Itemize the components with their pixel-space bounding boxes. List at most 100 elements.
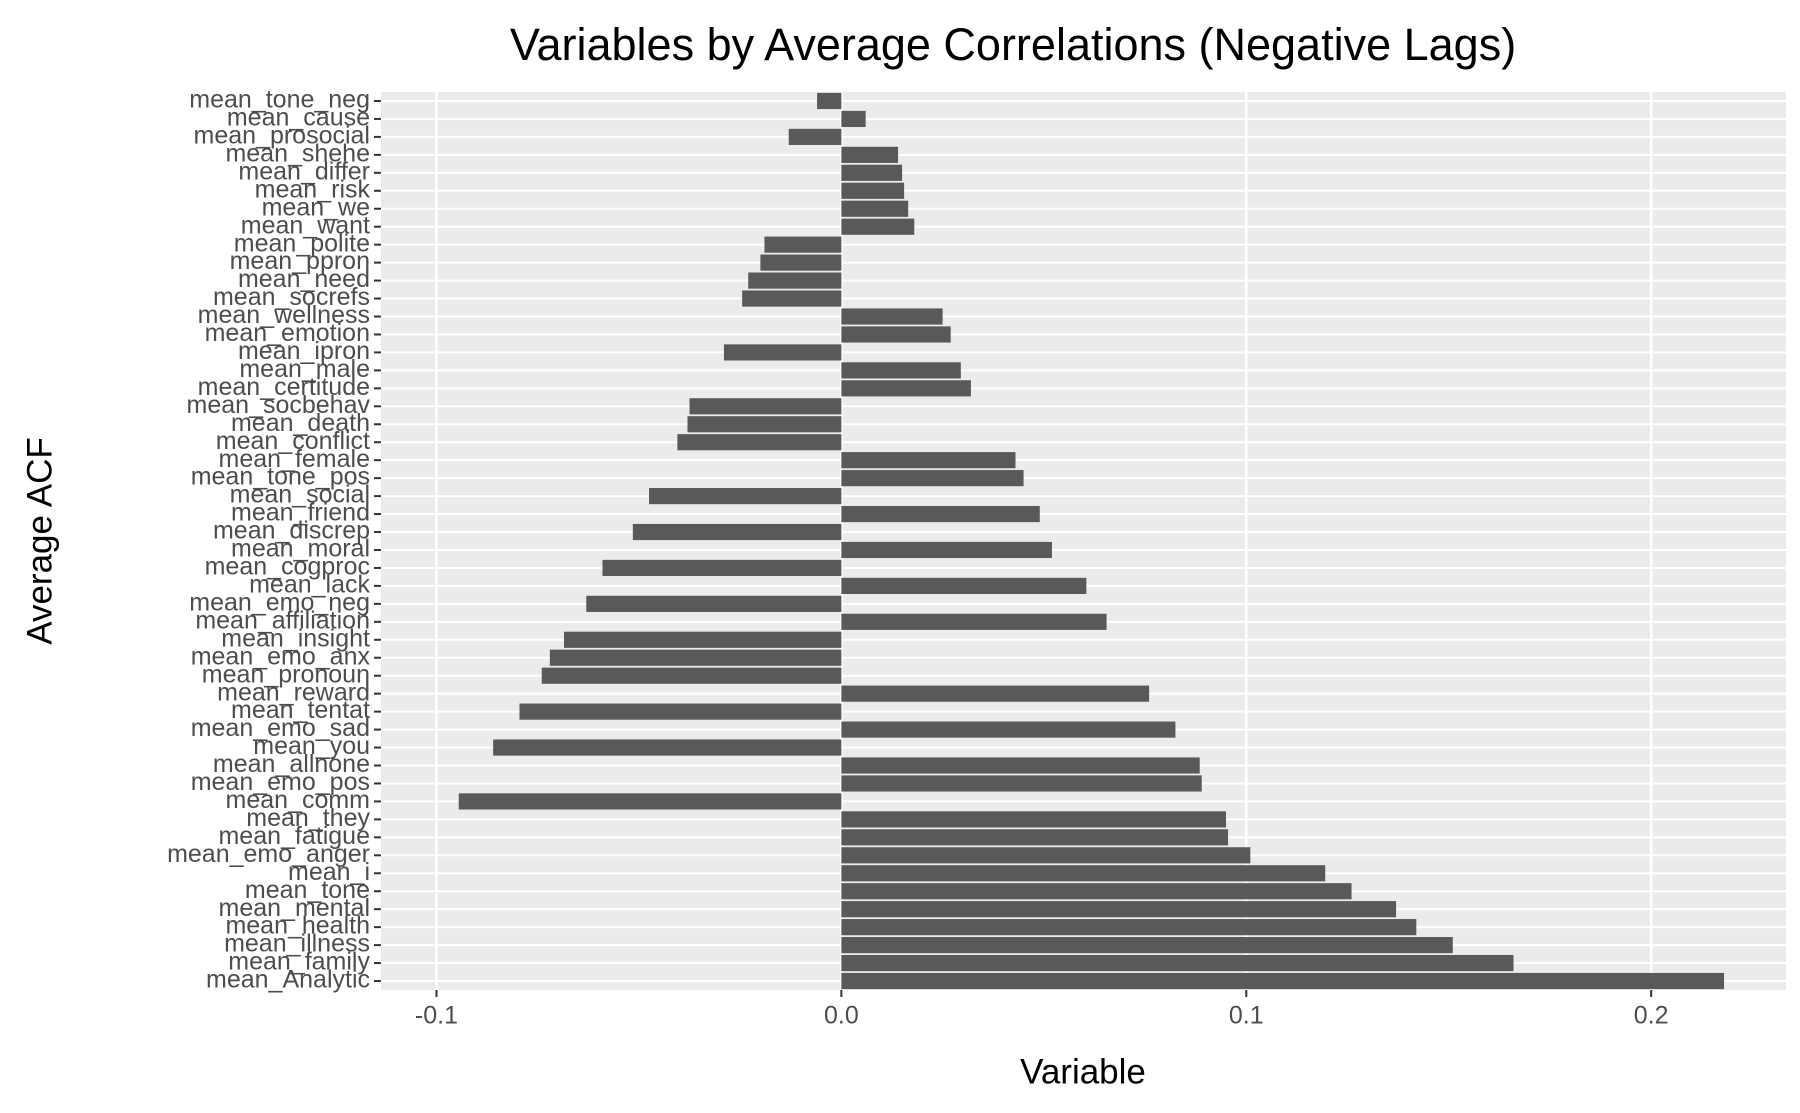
y-tick-label: mean_mental [219,894,370,922]
y-tick-label: mean_want [241,211,370,239]
chart-title: Variables by Average Correlations (Negat… [510,19,1516,70]
bar [841,380,971,397]
y-tick-label: mean_ppron [230,247,370,275]
y-tick-label: mean_affiliation [195,606,370,634]
bar [519,703,842,720]
y-tick-label: mean_friend [231,499,370,527]
y-axis-title: Average ACF [20,437,59,645]
y-tick-label: mean_lack [249,571,370,599]
y-tick-label: mean_Analytic [206,966,370,994]
bar [602,559,842,577]
y-tick-label: mean_emo_anx [191,642,371,670]
y-tick-label: mean_risk [255,175,371,203]
bar [841,613,1107,630]
bar [841,362,961,379]
bar [841,919,1417,936]
bar [841,470,1024,487]
bar [788,128,842,145]
y-tick-label: mean_comm [226,786,371,814]
y-tick-label: mean_prosocial [194,122,371,150]
bar [817,92,842,110]
y-tick-label: mean_emo_pos [191,768,370,796]
y-tick-label: mean_illness [224,930,370,958]
y-tick-label: mean_ipron [238,337,370,365]
bar [841,883,1352,900]
y-tick-label: mean_discrep [213,517,370,545]
y-tick-label: mean_need [238,265,370,293]
bar [841,685,1150,702]
y-tick-label: mean_conflict [216,427,370,455]
x-tick-label: 0.0 [824,1002,859,1030]
bar [760,254,842,271]
y-tick-label: mean_insight [221,624,370,652]
bar [586,595,842,612]
bar [549,649,842,666]
bar [632,523,842,541]
bar [841,541,1052,559]
bar [841,577,1087,594]
bar [841,218,915,235]
y-tick-label: mean_they [246,804,370,832]
y-tick-label: mean_polite [234,229,370,257]
y-tick-label: mean_you [253,732,370,760]
y-tick-label: mean_social [230,481,370,509]
y-tick-label: mean_tone_neg [189,86,370,114]
y-tick-label: mean_family [228,948,370,976]
bar [841,505,1040,523]
bar [841,200,909,217]
y-tick-label: mean_emo_neg [189,588,370,616]
y-tick-label: mean_fatigue [218,822,370,850]
bar [689,398,842,415]
bar [742,290,842,307]
bar [841,775,1202,792]
bar [564,631,842,648]
bar [458,793,842,810]
y-tick-label: mean_cogproc [205,553,370,581]
bar [841,452,1016,469]
x-axis-title: Variable [1020,1052,1146,1091]
bar [841,954,1514,972]
bar [841,811,1227,828]
bar [723,344,842,361]
y-tick-label: mean_socrefs [213,283,370,311]
bar [841,865,1326,882]
bar [841,182,905,199]
bar [687,416,842,433]
x-tick-label: -0.1 [415,1002,458,1030]
y-tick-label: mean_reward [217,678,370,706]
y-tick-label: mean_differ [238,157,370,185]
y-tick-label: mean_death [231,409,370,437]
y-tick-label: mean_we [262,193,370,221]
y-tick-label: mean_socbehav [187,391,371,419]
bar [841,164,903,181]
bar [841,972,1725,990]
x-tick-label: 0.1 [1229,1002,1264,1030]
y-tick-label: mean_emo_anger [167,840,370,868]
y-tick-label: mean_tone [245,876,370,904]
bar [841,146,899,163]
y-tick-label: mean_certitude [198,373,370,401]
x-tick-label: 0.2 [1634,1002,1669,1030]
bar [841,110,866,128]
bar [841,829,1229,846]
y-tick-label: mean_health [225,912,370,940]
y-tick-label: mean_wellness [198,301,370,329]
bar [677,434,842,451]
bar [841,721,1176,738]
bar [493,739,842,756]
bar [841,326,951,343]
bar [649,488,842,505]
y-tick-label: mean_emotion [205,319,370,347]
bar [748,272,842,289]
y-tick-label: mean_male [239,355,370,383]
y-tick-label: mean_cause [227,104,370,132]
y-tick-label: mean_i [288,858,370,886]
bar [841,937,1453,954]
y-tick-label: mean_shehe [225,139,370,167]
y-tick-label: mean_emo_sad [191,714,370,742]
bar [841,901,1397,918]
y-tick-label: mean_pronoun [202,660,370,688]
y-tick-label: mean_tone_pos [191,463,370,491]
